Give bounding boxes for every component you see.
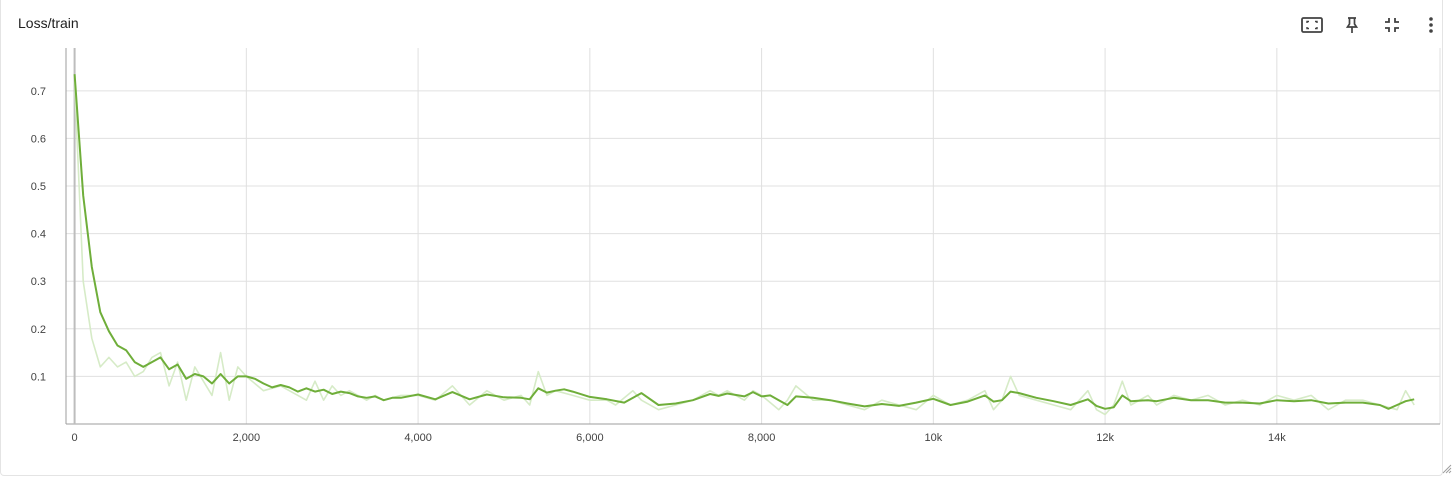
collapse-button[interactable] [1378, 12, 1406, 38]
pin-button[interactable] [1338, 12, 1366, 38]
chart-title: Loss/train [18, 15, 79, 31]
y-tick-label: 0.2 [31, 324, 46, 336]
pin-icon [1345, 17, 1359, 33]
y-tick-label: 0.4 [31, 229, 46, 241]
x-tick-label: 10k [924, 432, 942, 444]
x-tick-label: 6,000 [576, 432, 604, 444]
x-tick-label: 0 [72, 432, 78, 444]
x-tick-label: 2,000 [233, 432, 261, 444]
more-vert-icon [1429, 17, 1433, 33]
y-tick-label: 0.5 [31, 181, 46, 193]
x-tick-label: 4,000 [404, 432, 432, 444]
fit-domain-icon [1301, 17, 1323, 33]
y-tick-label: 0.6 [31, 133, 46, 145]
x-tick-label: 8,000 [748, 432, 776, 444]
x-tick-label: 12k [1096, 432, 1114, 444]
y-tick-label: 0.1 [31, 371, 46, 383]
grid [66, 48, 1441, 424]
y-tick-label: 0.3 [31, 276, 46, 288]
more-menu-button[interactable] [1420, 12, 1442, 38]
fit-domain-button[interactable] [1298, 12, 1326, 38]
y-tick-label: 0.7 [31, 86, 46, 98]
x-tick-label: 14k [1268, 432, 1286, 444]
smoothed-series-line [73, 74, 1415, 410]
raw-series-line [73, 81, 1415, 416]
collapse-icon [1385, 18, 1399, 32]
resize-handle-icon[interactable] [1442, 464, 1452, 474]
